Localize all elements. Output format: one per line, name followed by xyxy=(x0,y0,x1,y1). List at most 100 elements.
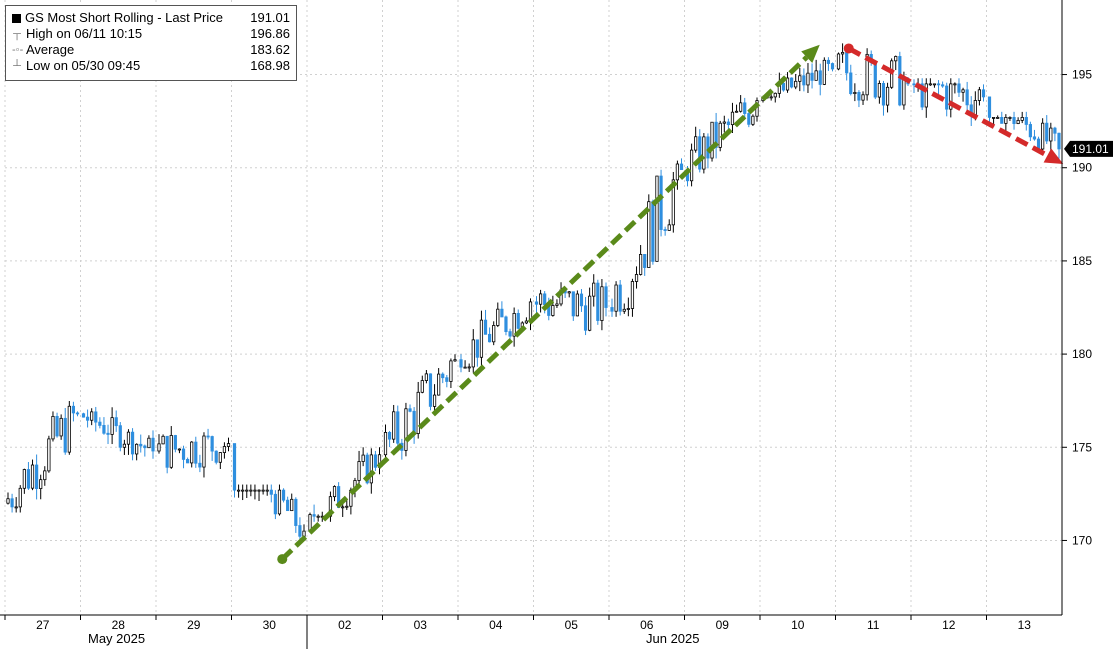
candle-body xyxy=(822,59,826,85)
candle-body xyxy=(257,489,261,492)
candle-body xyxy=(885,86,890,106)
candle-body xyxy=(651,201,655,262)
candle-body xyxy=(806,72,810,86)
candle-body xyxy=(694,136,698,151)
candle-body xyxy=(298,525,302,537)
candle-body xyxy=(408,408,412,412)
candle-body xyxy=(147,437,151,449)
candle-body xyxy=(898,56,902,106)
candle-body xyxy=(194,441,198,464)
candle-body xyxy=(675,163,680,181)
candle-body xyxy=(1045,122,1049,142)
candle-body xyxy=(500,308,504,318)
candle-body xyxy=(698,136,702,170)
candle-body xyxy=(357,461,361,481)
candle-body xyxy=(383,432,388,456)
candle-body xyxy=(512,313,516,337)
candle-body xyxy=(1008,117,1012,119)
legend-row-high: ┬ High on 06/11 10:15 196.86 xyxy=(12,26,290,42)
candle-body xyxy=(679,163,684,170)
candle-body xyxy=(126,431,131,445)
candle-body xyxy=(51,415,55,440)
candle-body xyxy=(592,282,596,297)
candle-body xyxy=(214,450,218,463)
candle-body xyxy=(941,84,945,87)
candle-body xyxy=(290,498,294,512)
candle-body xyxy=(249,489,253,492)
candle-body xyxy=(98,421,102,426)
y-tick-label: 180 xyxy=(1072,347,1092,361)
candle-body xyxy=(412,410,416,434)
candle-body xyxy=(6,498,10,504)
legend-low-label: Low on 05/30 09:45 xyxy=(26,58,141,73)
candle-body xyxy=(161,435,165,445)
candle-body xyxy=(30,464,35,489)
candle-body xyxy=(265,489,269,492)
candle-body xyxy=(428,373,433,407)
candle-body xyxy=(479,319,484,358)
candle-body xyxy=(35,464,39,489)
candle-body xyxy=(659,175,663,230)
candle-body xyxy=(475,339,479,358)
candle-body xyxy=(524,320,529,324)
candle-body xyxy=(294,498,298,526)
candle-body xyxy=(912,83,916,86)
candle-body xyxy=(139,443,143,447)
candle-body xyxy=(671,179,675,226)
candle-body xyxy=(181,448,186,460)
candle-body xyxy=(953,83,957,86)
candle-body xyxy=(67,405,71,453)
candle-body xyxy=(826,59,831,64)
legend-high-label: High on 06/11 10:15 xyxy=(26,26,143,41)
x-tick-label: 13 xyxy=(1018,618,1032,632)
candle-body xyxy=(85,416,90,421)
green-trend-arrow-line xyxy=(280,55,809,561)
candle-body xyxy=(928,83,932,86)
candle-body xyxy=(751,115,755,125)
candle-body xyxy=(881,83,886,106)
candle-body xyxy=(190,441,194,464)
candle-body xyxy=(55,415,59,437)
candle-body xyxy=(10,498,14,508)
candle-body xyxy=(747,113,751,125)
candle-body xyxy=(781,82,786,91)
legend-last-value: 191.01 xyxy=(250,10,290,25)
candle-body xyxy=(702,136,706,170)
candle-body xyxy=(94,411,98,423)
candle-body xyxy=(667,224,671,231)
red-trend-arrow-start xyxy=(843,43,854,54)
candle-body xyxy=(1049,127,1053,142)
x-tick-label: 05 xyxy=(565,618,579,632)
candle-body xyxy=(579,293,584,307)
legend-row-average: -◦- Average 183.62 xyxy=(12,42,290,58)
average-marker-icon: -◦- xyxy=(12,44,24,56)
candle-body xyxy=(59,417,63,437)
candle-body xyxy=(39,479,43,489)
candle-body xyxy=(26,469,31,489)
candle-body xyxy=(555,303,559,306)
candle-body xyxy=(600,286,604,321)
candle-body xyxy=(202,435,206,468)
legend-high-value: 196.86 xyxy=(250,26,290,41)
x-tick-label: 29 xyxy=(187,618,201,632)
y-tick-label: 190 xyxy=(1072,161,1092,175)
candle-body xyxy=(567,291,571,294)
candle-body xyxy=(459,359,463,368)
candle-body xyxy=(710,121,714,159)
candle-body xyxy=(1016,119,1020,124)
candle-body xyxy=(169,435,173,468)
candle-body xyxy=(441,373,445,379)
candle-body xyxy=(936,83,941,86)
candle-body xyxy=(90,411,94,421)
candle-body xyxy=(722,121,726,124)
candle-body xyxy=(790,77,794,88)
candle-body xyxy=(1012,117,1016,124)
candle-body xyxy=(483,319,488,335)
candle-body xyxy=(226,443,231,447)
candle-body xyxy=(81,413,86,418)
candle-body xyxy=(463,366,467,369)
last-price-label: 191.01 xyxy=(1072,142,1109,156)
candle-body xyxy=(157,443,161,452)
x-tick-label: 02 xyxy=(338,618,352,632)
